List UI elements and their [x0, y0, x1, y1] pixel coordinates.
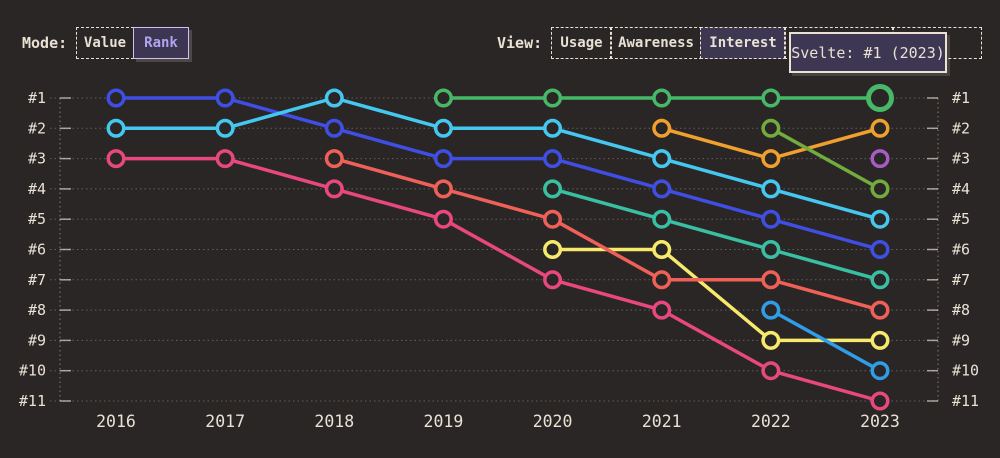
- left-axis-label-6: #6: [28, 241, 46, 259]
- data-point-pink-2019[interactable]: [433, 209, 453, 229]
- rank-bump-chart: #1 #1 #2 #2 #3 #3 #4 #4 #5 #5 #6 #6 #7 #7 #8 #8 #9 #9 #10 #…: [19, 84, 979, 431]
- data-point-pink-2020[interactable]: [543, 270, 563, 290]
- data-point-orange-2021[interactable]: [652, 118, 672, 138]
- data-point-orange-2022[interactable]: [761, 149, 781, 169]
- data-point-royal-blue-2019[interactable]: [433, 149, 453, 169]
- data-point-royal-blue-2018[interactable]: [324, 118, 344, 138]
- data-point-cyan-2018[interactable]: [324, 88, 344, 108]
- left-axis-label-2: #2: [28, 119, 46, 137]
- view-option-interest[interactable]: Interest: [700, 27, 786, 59]
- data-point-royal-blue-2023[interactable]: [870, 240, 890, 259]
- data-point-pink-2017[interactable]: [215, 149, 235, 169]
- right-axis-label-8: #8: [952, 301, 970, 319]
- right-axis-label-10: #10: [952, 362, 979, 380]
- data-point-royal-blue-2016[interactable]: [106, 88, 126, 108]
- data-point-yellow-2021[interactable]: [652, 240, 672, 259]
- view-option-awareness[interactable]: Awareness: [610, 27, 702, 59]
- right-axis-label-3: #3: [952, 150, 970, 168]
- left-axis-label-10: #10: [19, 362, 46, 380]
- right-axis-label-5: #5: [952, 210, 970, 228]
- data-point-yellow-2020[interactable]: [543, 240, 563, 259]
- data-point-pink-2023[interactable]: [870, 391, 890, 411]
- data-point-lime-2022[interactable]: [761, 118, 781, 138]
- series-line-teal: [550, 187, 882, 282]
- series-line-royal-blue: [114, 96, 882, 252]
- left-axis-label-1: #1: [28, 89, 46, 107]
- data-point-purple-2023[interactable]: [870, 149, 890, 169]
- data-point-royal-blue-2021[interactable]: [652, 179, 672, 199]
- left-axis-label-4: #4: [28, 180, 46, 198]
- data-point-teal-2022[interactable]: [761, 240, 781, 259]
- x-axis-label-2019: 2019: [424, 412, 464, 431]
- data-point-teal-2023[interactable]: [870, 270, 890, 290]
- data-point-royal-blue-2020[interactable]: [543, 149, 563, 169]
- view-label: View:: [497, 34, 543, 52]
- left-axis-label-8: #8: [28, 301, 46, 319]
- tooltip-text: Svelte: #1 (2023): [791, 43, 945, 62]
- data-point-royal-blue-2017[interactable]: [215, 88, 235, 108]
- data-point-salmon-2020[interactable]: [543, 209, 563, 229]
- data-point-lime-2023[interactable]: [870, 179, 890, 199]
- data-point-green-2022[interactable]: [761, 88, 781, 108]
- right-axis-label-2: #2: [952, 119, 970, 137]
- left-axis-label-3: #3: [28, 150, 46, 168]
- data-point-orange-2023[interactable]: [870, 118, 890, 138]
- x-axis-label-2021: 2021: [642, 412, 682, 431]
- x-axis-label-2023: 2023: [860, 412, 900, 431]
- data-point-salmon-2021[interactable]: [652, 270, 672, 290]
- x-axis-label-2016: 2016: [96, 412, 136, 431]
- series-line-sky-blue: [769, 308, 882, 373]
- left-axis-label-7: #7: [28, 271, 46, 289]
- data-point-salmon-2023[interactable]: [870, 300, 890, 320]
- mode-option-value[interactable]: Value: [76, 27, 134, 59]
- series-line-lime: [769, 126, 882, 191]
- data-point-salmon-2019[interactable]: [433, 179, 453, 199]
- data-point-pink-2016[interactable]: [106, 149, 126, 169]
- x-axis-label-2022: 2022: [751, 412, 791, 431]
- data-point-cyan-2022[interactable]: [761, 179, 781, 199]
- left-axis-label-9: #9: [28, 331, 46, 349]
- right-axis-label-4: #4: [952, 180, 970, 198]
- mode-label: Mode:: [22, 34, 68, 52]
- x-axis-label-2017: 2017: [205, 412, 245, 431]
- data-point-salmon-2022[interactable]: [761, 270, 781, 290]
- series-line-salmon: [332, 156, 882, 312]
- right-axis-label-6: #6: [952, 241, 970, 259]
- data-point-sky-blue-2022[interactable]: [761, 300, 781, 320]
- series-line-cyan: [114, 96, 882, 221]
- data-point-pink-2022[interactable]: [761, 361, 781, 381]
- mode-option-rank[interactable]: Rank: [133, 27, 189, 59]
- data-point-yellow-2023[interactable]: [870, 330, 890, 350]
- data-point-teal-2021[interactable]: [652, 209, 672, 229]
- data-point-green-2021[interactable]: [652, 88, 672, 108]
- right-axis-label-11: #11: [952, 392, 979, 410]
- data-point-green-2023[interactable]: [865, 84, 894, 112]
- data-point-cyan-2016[interactable]: [106, 118, 126, 138]
- data-point-cyan-2017[interactable]: [215, 118, 235, 138]
- left-axis-label-11: #11: [19, 392, 46, 410]
- series-line-pink: [114, 156, 882, 403]
- data-point-teal-2020[interactable]: [543, 179, 563, 199]
- data-point-cyan-2020[interactable]: [543, 118, 563, 138]
- right-axis-label-9: #9: [952, 331, 970, 349]
- data-point-green-2020[interactable]: [543, 88, 563, 108]
- right-axis-label-7: #7: [952, 271, 970, 289]
- data-point-royal-blue-2022[interactable]: [761, 209, 781, 229]
- tooltip: Svelte: #1 (2023): [789, 32, 947, 73]
- right-axis-label-1: #1: [952, 89, 970, 107]
- data-point-green-2019[interactable]: [433, 88, 453, 108]
- data-point-cyan-2023[interactable]: [870, 209, 890, 229]
- data-point-pink-2018[interactable]: [324, 179, 344, 199]
- view-option-usage[interactable]: Usage: [551, 27, 612, 59]
- data-point-yellow-2022[interactable]: [761, 330, 781, 350]
- x-axis-label-2018: 2018: [314, 412, 354, 431]
- data-point-cyan-2021[interactable]: [652, 149, 672, 169]
- data-point-cyan-2019[interactable]: [433, 118, 453, 138]
- left-axis-label-5: #5: [28, 210, 46, 228]
- x-axis-label-2020: 2020: [533, 412, 573, 431]
- data-point-pink-2021[interactable]: [652, 300, 672, 320]
- data-point-salmon-2018[interactable]: [324, 149, 344, 169]
- data-point-sky-blue-2023[interactable]: [870, 361, 890, 381]
